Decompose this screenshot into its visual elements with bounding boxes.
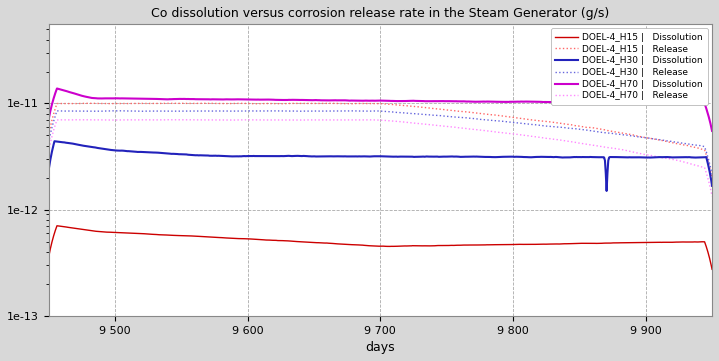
Line: DOEL-4_H30 |   Release: DOEL-4_H30 | Release: [49, 111, 712, 175]
DOEL-4_H70 |   Dissolution: [616, 101, 625, 105]
DOEL-4_H30 |   Dissolution: [50, 139, 59, 143]
DOEL-4_H70 |   Dissolution: [45, 117, 53, 121]
DOEL-4_H70 |   Release: [707, 194, 716, 199]
DOEL-4_H30 |   Dissolution: [431, 155, 439, 159]
DOEL-4_H70 |   Release: [45, 150, 53, 154]
DOEL-4_H15 |   Release: [448, 108, 457, 113]
DOEL-4_H70 |   Dissolution: [86, 95, 94, 100]
DOEL-4_H30 |   Release: [116, 109, 124, 113]
DOEL-4_H70 |   Dissolution: [431, 99, 439, 103]
DOEL-4_H15 |   Release: [549, 120, 557, 125]
DOEL-4_H30 |   Release: [85, 109, 93, 113]
DOEL-4_H30 |   Release: [431, 113, 439, 117]
DOEL-4_H30 |   Release: [707, 173, 716, 177]
DOEL-4_H70 |   Release: [448, 125, 457, 129]
DOEL-4_H70 |   Release: [165, 118, 173, 122]
DOEL-4_H15 |   Dissolution: [707, 267, 716, 271]
DOEL-4_H30 |   Release: [549, 125, 557, 129]
DOEL-4_H15 |   Release: [707, 177, 716, 181]
DOEL-4_H15 |   Release: [45, 134, 53, 138]
Line: DOEL-4_H70 |   Release: DOEL-4_H70 | Release: [49, 120, 712, 196]
DOEL-4_H15 |   Dissolution: [45, 255, 53, 259]
DOEL-4_H15 |   Dissolution: [448, 243, 457, 248]
Line: DOEL-4_H15 |   Dissolution: DOEL-4_H15 | Dissolution: [49, 226, 712, 269]
DOEL-4_H70 |   Release: [616, 147, 625, 152]
DOEL-4_H15 |   Release: [200, 101, 209, 105]
DOEL-4_H15 |   Release: [85, 101, 93, 105]
DOEL-4_H30 |   Dissolution: [707, 184, 716, 188]
DOEL-4_H30 |   Release: [468, 116, 477, 121]
DOEL-4_H30 |   Release: [45, 140, 53, 145]
DOEL-4_H15 |   Dissolution: [549, 242, 557, 246]
DOEL-4_H70 |   Dissolution: [549, 100, 557, 104]
DOEL-4_H30 |   Dissolution: [617, 155, 626, 159]
DOEL-4_H70 |   Release: [431, 123, 439, 127]
Line: DOEL-4_H30 |   Dissolution: DOEL-4_H30 | Dissolution: [49, 141, 712, 191]
DOEL-4_H15 |   Dissolution: [431, 244, 439, 248]
DOEL-4_H15 |   Release: [431, 106, 439, 111]
DOEL-4_H30 |   Release: [448, 115, 457, 119]
DOEL-4_H70 |   Dissolution: [52, 86, 61, 91]
DOEL-4_H30 |   Dissolution: [549, 155, 557, 159]
DOEL-4_H70 |   Release: [468, 127, 477, 131]
X-axis label: days: days: [365, 341, 395, 354]
DOEL-4_H30 |   Dissolution: [45, 168, 53, 172]
DOEL-4_H15 |   Release: [616, 131, 625, 135]
DOEL-4_H30 |   Dissolution: [448, 154, 457, 158]
DOEL-4_H70 |   Release: [549, 137, 557, 141]
DOEL-4_H15 |   Dissolution: [468, 243, 477, 247]
Title: Co dissolution versus corrosion release rate in the Steam Generator (g/s): Co dissolution versus corrosion release …: [151, 7, 610, 20]
DOEL-4_H70 |   Dissolution: [448, 99, 457, 103]
DOEL-4_H15 |   Dissolution: [52, 223, 61, 228]
DOEL-4_H15 |   Dissolution: [86, 229, 94, 233]
DOEL-4_H15 |   Dissolution: [616, 241, 625, 245]
DOEL-4_H30 |   Release: [616, 132, 625, 136]
DOEL-4_H70 |   Dissolution: [707, 129, 716, 133]
DOEL-4_H70 |   Release: [85, 118, 93, 122]
DOEL-4_H70 |   Dissolution: [468, 100, 477, 104]
DOEL-4_H30 |   Dissolution: [603, 189, 611, 193]
Legend: DOEL-4_H15 |   Dissolution, DOEL-4_H15 |   Release, DOEL-4_H30 |   Dissolution, : DOEL-4_H15 | Dissolution, DOEL-4_H15 | R…: [551, 29, 707, 105]
Line: DOEL-4_H15 |   Release: DOEL-4_H15 | Release: [49, 103, 712, 179]
DOEL-4_H30 |   Dissolution: [468, 155, 477, 159]
Line: DOEL-4_H70 |   Dissolution: DOEL-4_H70 | Dissolution: [49, 88, 712, 131]
DOEL-4_H15 |   Release: [468, 110, 477, 115]
DOEL-4_H30 |   Dissolution: [86, 145, 94, 149]
